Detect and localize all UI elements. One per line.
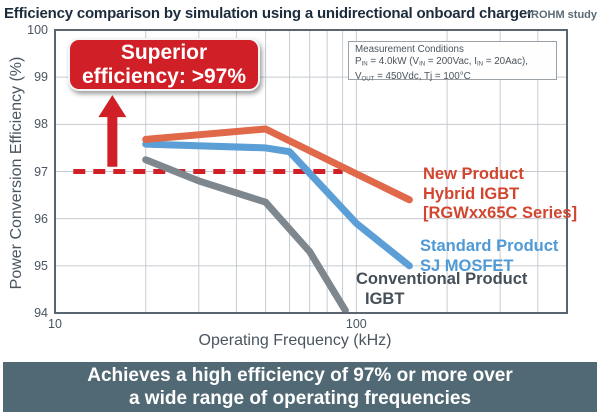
y-tick-label: 96 (34, 211, 48, 226)
series-label-sj-mosfet: Standard Product SJ MOSFET (420, 237, 558, 276)
series-label-line: New Product (423, 165, 524, 183)
superior-efficiency-callout: Superior efficiency: >97% (68, 38, 260, 91)
series-label-line: SJ MOSFET (420, 256, 514, 275)
series-label-line: Conventional Product (356, 270, 528, 288)
callout-line2: efficiency: >97% (81, 64, 246, 88)
series-label-hybrid-igbt: New Product Hybrid IGBT [RGWxx65C Series… (423, 165, 577, 224)
measurement-title: Measurement Conditions (355, 44, 464, 55)
y-tick-label: 98 (34, 117, 48, 132)
x-tick-label: 10 (48, 317, 62, 331)
y-tick-label: 94 (34, 306, 48, 320)
y-tick-label: 97 (34, 164, 48, 179)
y-axis-title: Power Conversion Efficiency (%) (8, 56, 25, 290)
x-tick-label: 100 (345, 317, 367, 331)
series-label-conventional-igbt: Conventional Product IGBT (356, 270, 527, 309)
page-title: Efficiency comparison by simulation usin… (4, 5, 533, 22)
measurement-line: PIN = 4.0kW (VIN = 200Vac, IIN = 20Aac), (355, 55, 528, 68)
banner-line1: Achieves a high efficiency of 97% or mor… (87, 365, 513, 386)
x-axis-title: Operating Frequency (kHz) (198, 332, 392, 349)
series-label-line: [RGWxx65C Series] (423, 204, 578, 222)
summary-banner: Achieves a high efficiency of 97% or mor… (3, 362, 597, 412)
plot-frame (54, 29, 568, 314)
banner-line2: a wide range of operating frequencies (128, 388, 472, 409)
measurement-line: VOUT = 450Vdc, Tj = 100°C (355, 70, 471, 83)
callout-line1: Superior (120, 40, 208, 64)
y-tick-label: 99 (34, 70, 48, 85)
study-note: *ROHM study (526, 9, 597, 21)
series-label-line: Hybrid IGBT (423, 184, 520, 203)
series-label-line: Standard Product (420, 237, 559, 255)
y-tick-label: 95 (34, 258, 48, 273)
series-line-hybrid-igbt (142, 125, 413, 204)
y-tick-label: 100 (27, 23, 48, 37)
up-arrow-icon (98, 95, 127, 167)
series-line-igbt (142, 156, 349, 315)
series-line-sj-mosfet (142, 140, 413, 270)
measurement-conditions-box: Measurement Conditions PIN = 4.0kW (VIN … (348, 41, 557, 82)
measurement-lines: PIN = 4.0kW (VIN = 200Vac, IIN = 20Aac),… (355, 56, 550, 86)
series-label-line: IGBT (365, 289, 405, 308)
